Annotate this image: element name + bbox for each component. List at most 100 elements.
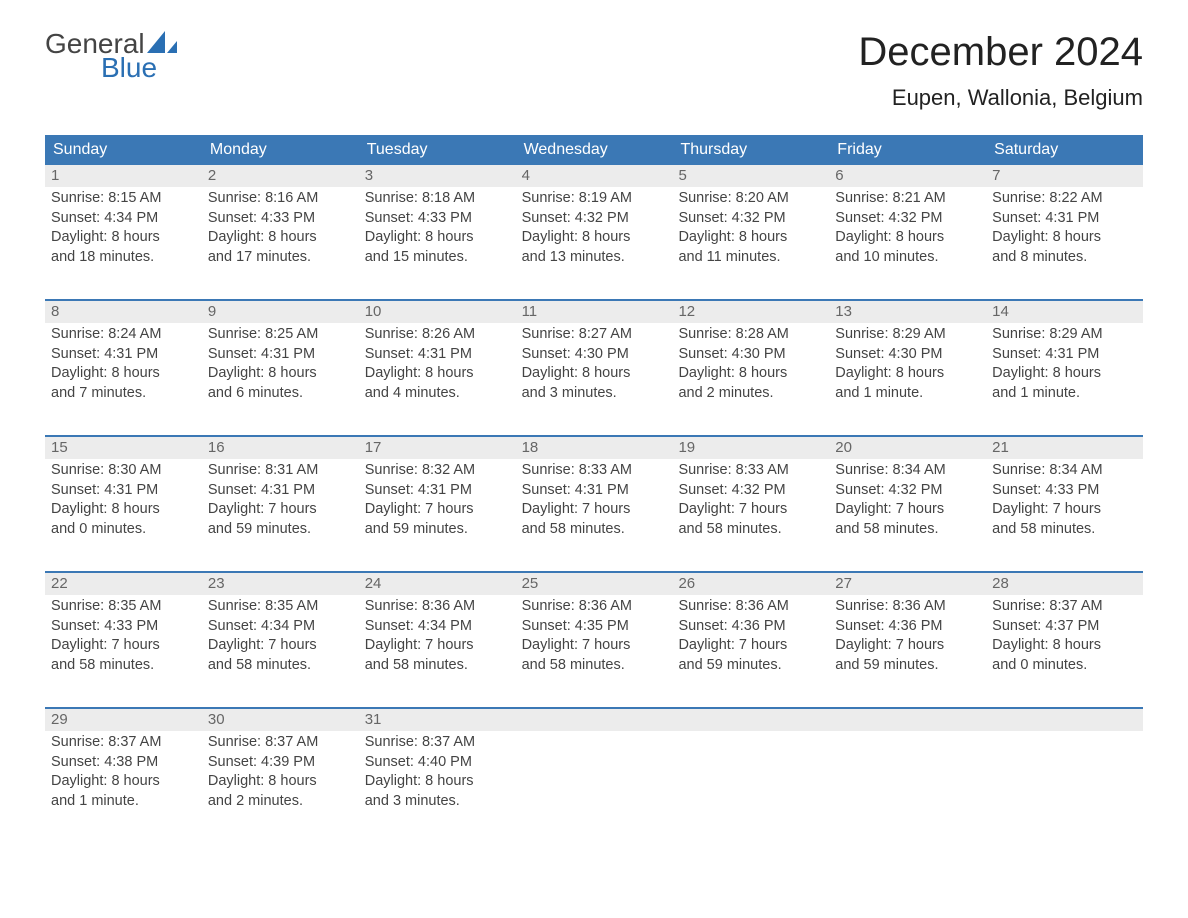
day-ss: Sunset: 4:31 PM [208,345,357,365]
day-d1: Daylight: 7 hours [992,500,1141,520]
day-ss: Sunset: 4:32 PM [835,481,984,501]
day-body: Sunrise: 8:18 AMSunset: 4:33 PMDaylight:… [359,187,516,273]
day-d2: and 15 minutes. [365,248,514,268]
day-body: Sunrise: 8:36 AMSunset: 4:35 PMDaylight:… [516,595,673,681]
day-d1: Daylight: 7 hours [51,636,200,656]
day-ss: Sunset: 4:35 PM [522,617,671,637]
day-cell: 28Sunrise: 8:37 AMSunset: 4:37 PMDayligh… [986,573,1143,693]
day-body: Sunrise: 8:37 AMSunset: 4:39 PMDaylight:… [202,731,359,817]
page-title: December 2024 [858,30,1143,75]
day-number: 25 [516,573,673,595]
day-number: 1 [45,165,202,187]
day-ss: Sunset: 4:31 PM [208,481,357,501]
day-sr: Sunrise: 8:34 AM [835,461,984,481]
day-d1: Daylight: 8 hours [992,228,1141,248]
day-sr: Sunrise: 8:30 AM [51,461,200,481]
day-sr: Sunrise: 8:29 AM [992,325,1141,345]
day-body: Sunrise: 8:32 AMSunset: 4:31 PMDaylight:… [359,459,516,545]
dow-cell: Wednesday [516,135,673,165]
day-d2: and 17 minutes. [208,248,357,268]
day-ss: Sunset: 4:36 PM [835,617,984,637]
dow-cell: Thursday [672,135,829,165]
weeks-container: 1Sunrise: 8:15 AMSunset: 4:34 PMDaylight… [45,165,1143,829]
day-number: 4 [516,165,673,187]
day-ss: Sunset: 4:34 PM [365,617,514,637]
day-number: 16 [202,437,359,459]
day-ss: Sunset: 4:32 PM [835,209,984,229]
day-cell: 17Sunrise: 8:32 AMSunset: 4:31 PMDayligh… [359,437,516,557]
day-cell: 10Sunrise: 8:26 AMSunset: 4:31 PMDayligh… [359,301,516,421]
day-sr: Sunrise: 8:35 AM [208,597,357,617]
day-cell: 15Sunrise: 8:30 AMSunset: 4:31 PMDayligh… [45,437,202,557]
week-row: 8Sunrise: 8:24 AMSunset: 4:31 PMDaylight… [45,299,1143,421]
day-number: 23 [202,573,359,595]
day-d2: and 0 minutes. [992,656,1141,676]
day-number: 14 [986,301,1143,323]
day-d1: Daylight: 8 hours [678,228,827,248]
day-ss: Sunset: 4:37 PM [992,617,1141,637]
day-body: Sunrise: 8:33 AMSunset: 4:32 PMDaylight:… [672,459,829,545]
day-d1: Daylight: 8 hours [522,364,671,384]
day-d1: Daylight: 8 hours [208,228,357,248]
day-number: 24 [359,573,516,595]
day-d1: Daylight: 8 hours [522,228,671,248]
day-d2: and 1 minute. [835,384,984,404]
day-sr: Sunrise: 8:35 AM [51,597,200,617]
day-d2: and 58 minutes. [51,656,200,676]
day-number: 27 [829,573,986,595]
day-d2: and 58 minutes. [678,520,827,540]
day-ss: Sunset: 4:33 PM [208,209,357,229]
day-sr: Sunrise: 8:22 AM [992,189,1141,209]
day-ss: Sunset: 4:33 PM [51,617,200,637]
day-sr: Sunrise: 8:27 AM [522,325,671,345]
day-d2: and 58 minutes. [522,520,671,540]
day-cell: 9Sunrise: 8:25 AMSunset: 4:31 PMDaylight… [202,301,359,421]
logo-text-blue: Blue [45,54,177,82]
day-sr: Sunrise: 8:26 AM [365,325,514,345]
day-body: Sunrise: 8:33 AMSunset: 4:31 PMDaylight:… [516,459,673,545]
day-ss: Sunset: 4:31 PM [51,345,200,365]
day-d1: Daylight: 8 hours [51,772,200,792]
day-cell [829,709,986,829]
day-number: 31 [359,709,516,731]
day-ss: Sunset: 4:38 PM [51,753,200,773]
day-ss: Sunset: 4:34 PM [208,617,357,637]
day-d1: Daylight: 8 hours [51,364,200,384]
day-sr: Sunrise: 8:37 AM [365,733,514,753]
day-d1: Daylight: 7 hours [835,636,984,656]
day-ss: Sunset: 4:32 PM [522,209,671,229]
day-number: 8 [45,301,202,323]
location-text: Eupen, Wallonia, Belgium [858,85,1143,111]
day-cell: 14Sunrise: 8:29 AMSunset: 4:31 PMDayligh… [986,301,1143,421]
day-sr: Sunrise: 8:16 AM [208,189,357,209]
day-body: Sunrise: 8:28 AMSunset: 4:30 PMDaylight:… [672,323,829,409]
day-cell: 23Sunrise: 8:35 AMSunset: 4:34 PMDayligh… [202,573,359,693]
day-d2: and 8 minutes. [992,248,1141,268]
day-of-week-header: SundayMondayTuesdayWednesdayThursdayFrid… [45,135,1143,165]
day-number: 15 [45,437,202,459]
day-d1: Daylight: 8 hours [835,228,984,248]
day-cell: 12Sunrise: 8:28 AMSunset: 4:30 PMDayligh… [672,301,829,421]
day-sr: Sunrise: 8:25 AM [208,325,357,345]
day-cell: 7Sunrise: 8:22 AMSunset: 4:31 PMDaylight… [986,165,1143,285]
day-cell: 27Sunrise: 8:36 AMSunset: 4:36 PMDayligh… [829,573,986,693]
day-number: 26 [672,573,829,595]
logo: General Blue [45,30,177,82]
day-d1: Daylight: 7 hours [208,500,357,520]
day-cell: 16Sunrise: 8:31 AMSunset: 4:31 PMDayligh… [202,437,359,557]
day-d1: Daylight: 7 hours [678,636,827,656]
day-body: Sunrise: 8:21 AMSunset: 4:32 PMDaylight:… [829,187,986,273]
day-cell: 8Sunrise: 8:24 AMSunset: 4:31 PMDaylight… [45,301,202,421]
day-d1: Daylight: 7 hours [365,636,514,656]
day-number: 20 [829,437,986,459]
day-ss: Sunset: 4:33 PM [365,209,514,229]
day-number: 9 [202,301,359,323]
day-d1: Daylight: 7 hours [522,636,671,656]
day-cell: 3Sunrise: 8:18 AMSunset: 4:33 PMDaylight… [359,165,516,285]
day-d2: and 1 minute. [992,384,1141,404]
day-cell: 29Sunrise: 8:37 AMSunset: 4:38 PMDayligh… [45,709,202,829]
day-cell: 24Sunrise: 8:36 AMSunset: 4:34 PMDayligh… [359,573,516,693]
day-body: Sunrise: 8:16 AMSunset: 4:33 PMDaylight:… [202,187,359,273]
day-cell [986,709,1143,829]
day-d1: Daylight: 7 hours [835,500,984,520]
